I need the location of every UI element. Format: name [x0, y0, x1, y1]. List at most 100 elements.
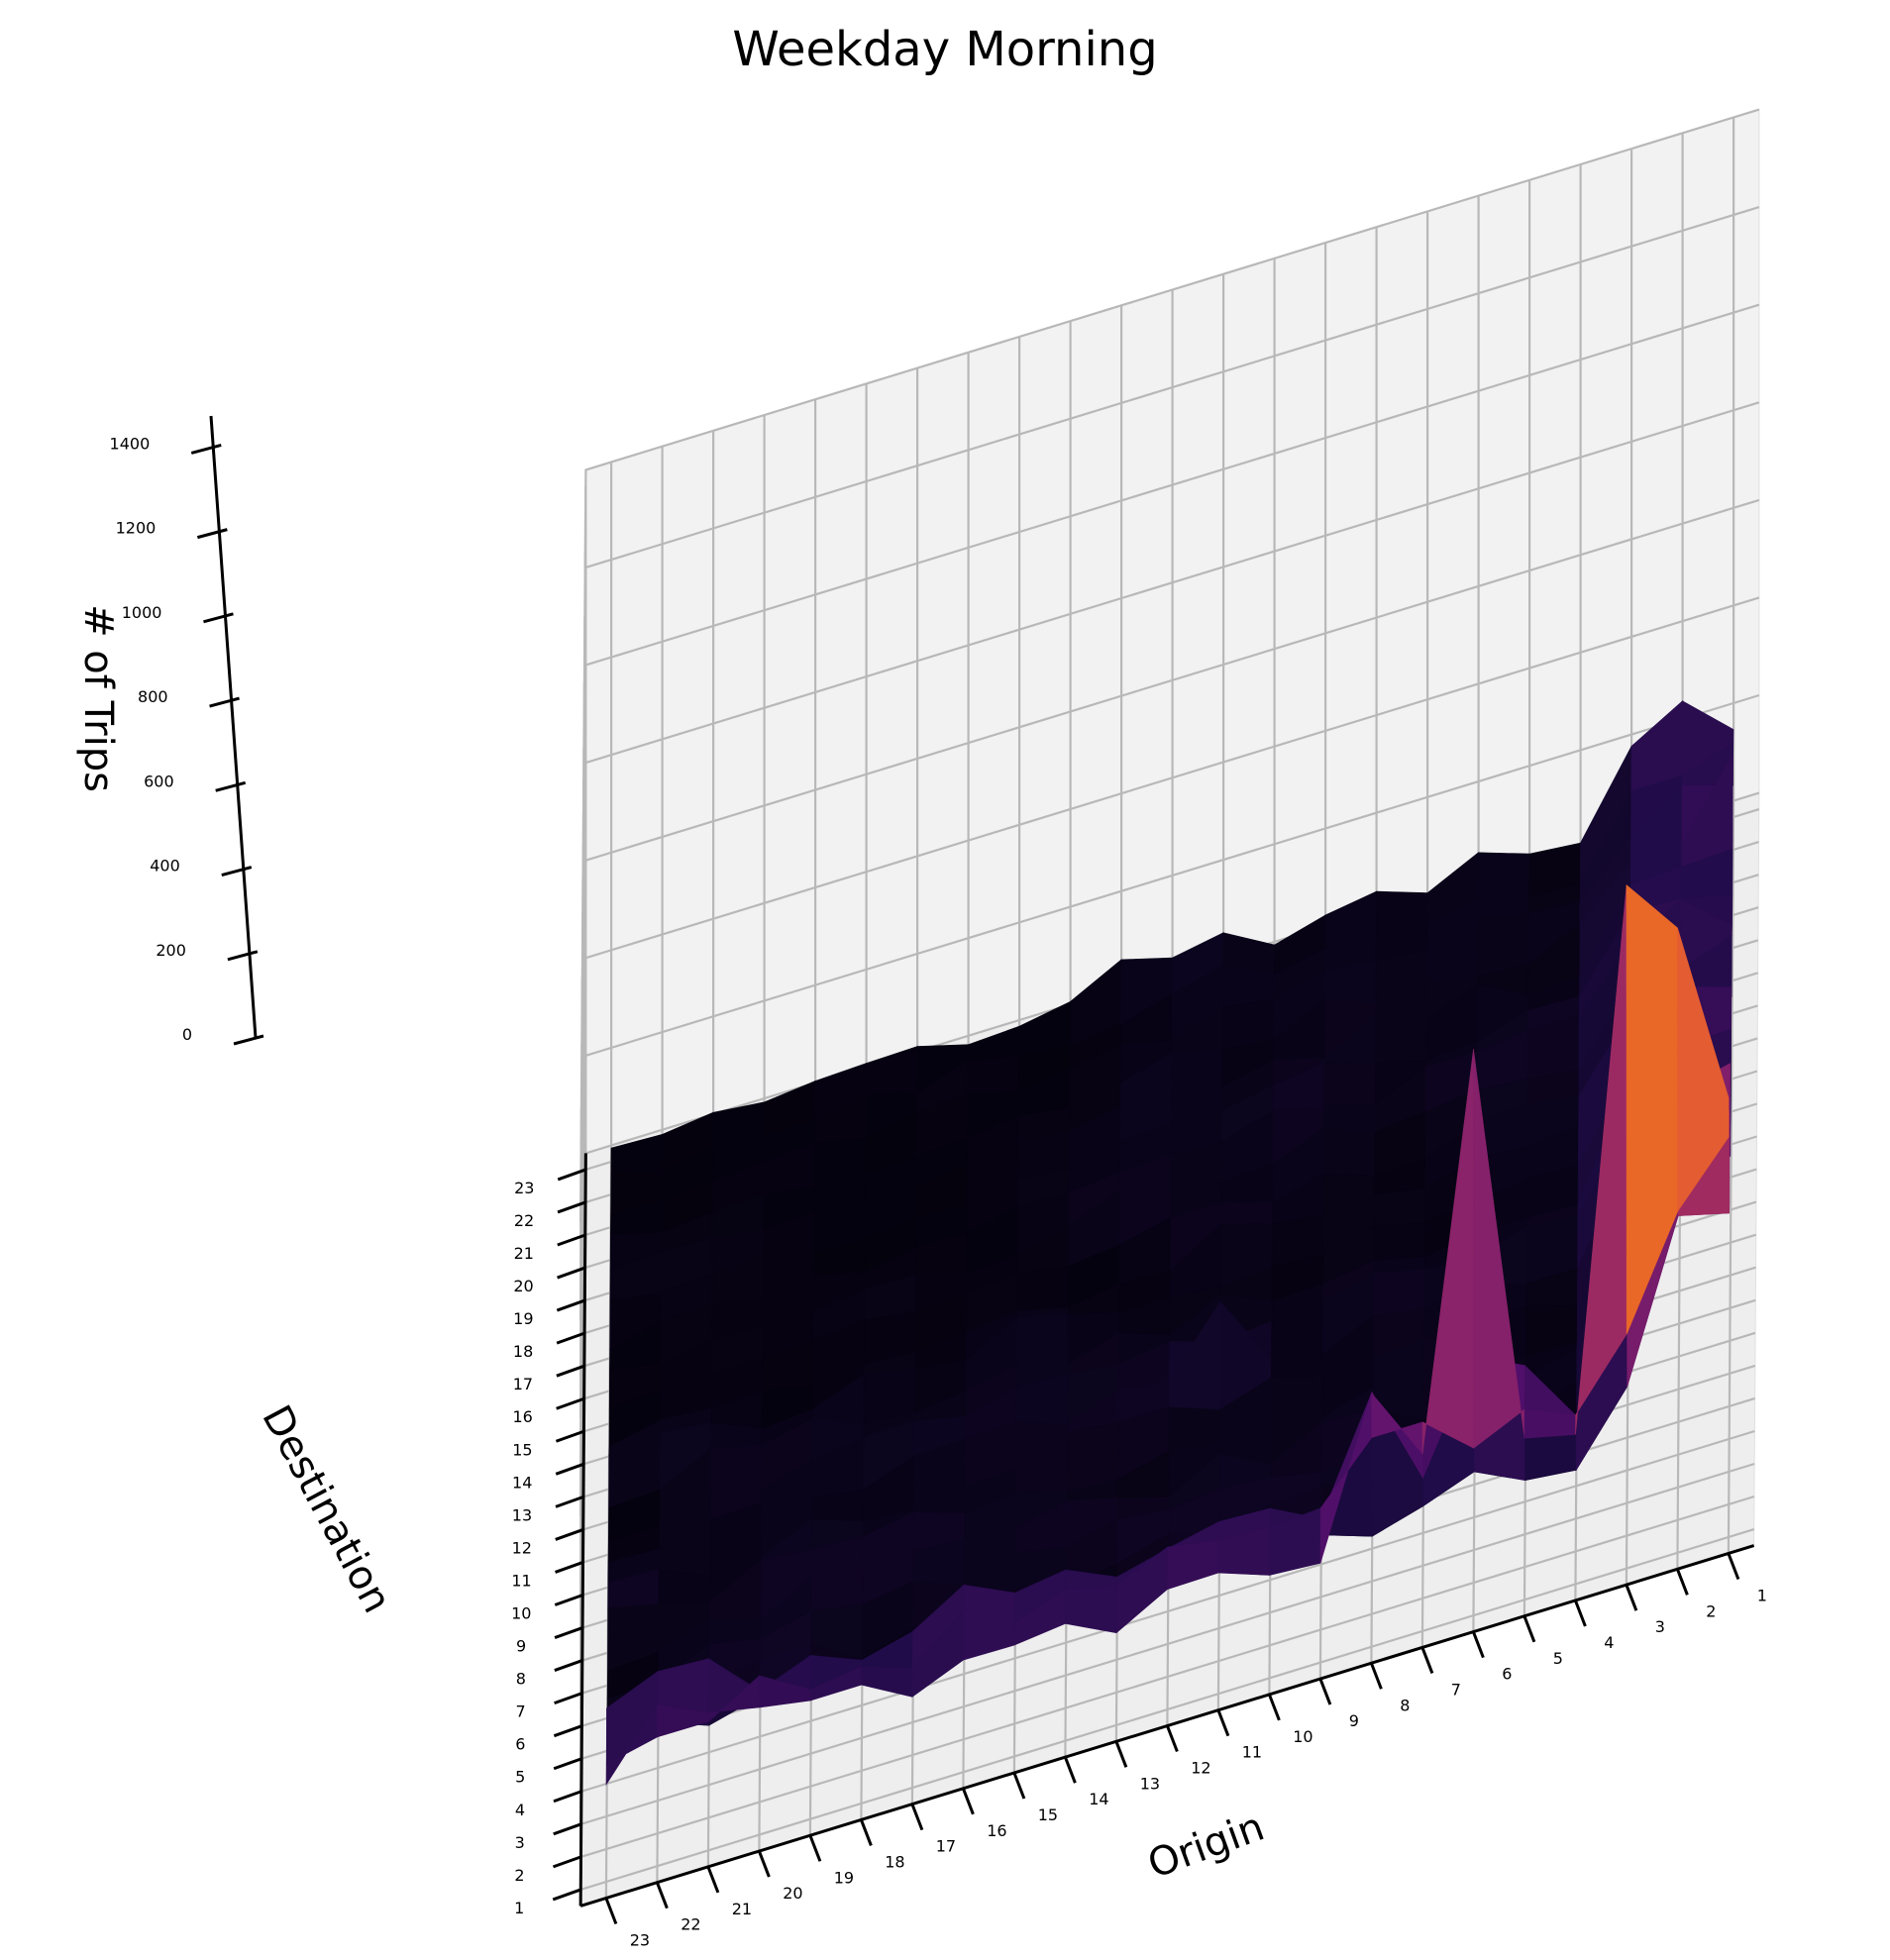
destination-tick: [556, 1396, 585, 1410]
origin-tick-label: 11: [1242, 1743, 1262, 1762]
destination-tick-label: 9: [516, 1637, 526, 1656]
origin-tick: [1420, 1646, 1434, 1674]
destination-tick-label: 1: [514, 1899, 524, 1917]
destination-tick: [553, 1757, 582, 1771]
origin-tick: [604, 1897, 618, 1925]
destination-tick-label: 7: [516, 1702, 526, 1721]
origin-tick-label: 19: [834, 1868, 854, 1887]
destination-tick-label: 8: [516, 1670, 526, 1689]
destination-tick-label: 3: [515, 1833, 525, 1852]
destination-tick-label: 20: [513, 1277, 533, 1295]
origin-tick: [1318, 1678, 1332, 1705]
origin-tick: [757, 1850, 771, 1878]
origin-tick: [1267, 1694, 1281, 1721]
origin-tick-label: 6: [1502, 1665, 1512, 1684]
origin-tick: [1625, 1584, 1638, 1611]
z-tick: [196, 528, 228, 540]
destination-tick: [554, 1692, 583, 1705]
destination-tick: [554, 1626, 583, 1639]
origin-tick-label: 15: [1038, 1805, 1058, 1824]
axes: [190, 415, 1755, 1925]
origin-tick-label: 21: [732, 1900, 752, 1918]
z-tick-label: 1400: [110, 434, 151, 453]
destination-tick: [553, 1822, 582, 1836]
origin-tick: [1727, 1552, 1740, 1581]
destination-tick: [557, 1266, 586, 1280]
surface-cell: [1323, 1062, 1376, 1107]
origin-tick-label: 20: [783, 1884, 802, 1903]
z-tick: [190, 443, 222, 455]
z-axis-line: [209, 415, 258, 1039]
origin-tick-label: 8: [1400, 1696, 1410, 1714]
destination-tick-label: 6: [515, 1735, 525, 1754]
destination-tick-label: 21: [514, 1244, 534, 1263]
destination-tick: [556, 1298, 585, 1312]
destination-tick: [556, 1364, 585, 1378]
z-tick: [233, 1034, 264, 1046]
origin-tick-label: 13: [1140, 1774, 1160, 1793]
z-tick: [215, 780, 247, 792]
z-tick: [221, 866, 253, 877]
destination-tick: [557, 1233, 586, 1247]
origin-tick-label: 16: [987, 1821, 1006, 1840]
destination-tick-label: 5: [515, 1768, 525, 1787]
origin-tick-label: 12: [1191, 1759, 1210, 1778]
destination-tick: [553, 1790, 582, 1804]
z-tick-label: 1200: [116, 519, 157, 538]
origin-tick-label: 1: [1757, 1587, 1767, 1605]
destination-tick: [552, 1855, 581, 1869]
origin-tick-label: 17: [936, 1837, 956, 1856]
surface-cell: [1323, 1104, 1376, 1133]
origin-tick: [1114, 1740, 1128, 1768]
origin-tick: [1522, 1615, 1536, 1643]
origin-tick-label: 7: [1451, 1680, 1461, 1699]
tick-labels: 1234567891011121314151617181920212223123…: [110, 434, 1767, 1949]
z-tick: [209, 696, 240, 708]
origin-tick: [706, 1866, 720, 1894]
destination-tick-label: 2: [514, 1866, 524, 1885]
surface-cell: [1373, 1221, 1426, 1262]
destination-tick-label: 15: [512, 1440, 532, 1459]
z-tick-label: 800: [138, 687, 168, 706]
surface: [605, 700, 1734, 1786]
origin-tick: [1216, 1709, 1230, 1737]
surface-cell: [1677, 927, 1730, 1212]
surface-cell: [1373, 1187, 1426, 1228]
origin-tick-label: 22: [681, 1915, 700, 1934]
origin-tick: [1369, 1662, 1383, 1690]
destination-tick: [555, 1429, 584, 1443]
destination-tick-label: 17: [513, 1375, 533, 1393]
destination-tick-label: 18: [513, 1342, 533, 1361]
destination-tick: [555, 1527, 584, 1541]
surface-cell: [1016, 1265, 1070, 1312]
destination-tick: [553, 1724, 582, 1738]
destination-tick-label: 11: [511, 1571, 531, 1590]
z-tick: [227, 950, 259, 962]
origin-tick: [961, 1788, 975, 1815]
surface-cell: [1016, 1313, 1069, 1365]
surface-cell: [810, 1570, 864, 1612]
destination-tick: [555, 1462, 584, 1476]
origin-tick-label: 23: [630, 1931, 650, 1950]
origin-tick-label: 3: [1655, 1617, 1665, 1636]
destination-tick: [556, 1331, 585, 1345]
gridline-z: [579, 108, 1760, 1223]
destination-tick: [554, 1594, 583, 1606]
origin-tick: [1063, 1756, 1077, 1784]
origin-tick-label: 9: [1349, 1711, 1359, 1730]
destination-tick-label: 23: [514, 1179, 534, 1197]
origin-tick-label: 2: [1706, 1601, 1716, 1620]
origin-tick: [1675, 1568, 1689, 1596]
origin-tick-label: 4: [1604, 1633, 1614, 1652]
destination-tick-label: 14: [512, 1473, 532, 1492]
destination-tick: [557, 1200, 586, 1214]
chart-title: Weekday Morning: [732, 22, 1157, 77]
destination-tick-label: 22: [514, 1211, 534, 1230]
origin-tick-label: 14: [1089, 1790, 1108, 1808]
z-tick-label: 1000: [122, 603, 162, 622]
origin-tick: [910, 1804, 924, 1831]
destination-tick: [552, 1888, 581, 1902]
surface-cell: [967, 1055, 1020, 1095]
origin-tick: [655, 1882, 669, 1909]
